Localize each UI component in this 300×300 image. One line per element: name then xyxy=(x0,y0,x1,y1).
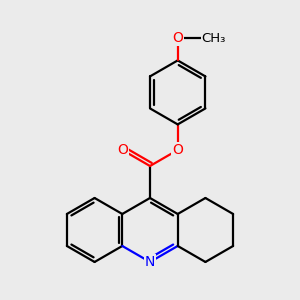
Text: CH₃: CH₃ xyxy=(202,32,226,44)
Text: N: N xyxy=(145,255,155,269)
Text: O: O xyxy=(172,143,183,157)
Text: N: N xyxy=(145,255,155,269)
Text: O: O xyxy=(117,143,128,157)
Text: O: O xyxy=(172,31,183,45)
